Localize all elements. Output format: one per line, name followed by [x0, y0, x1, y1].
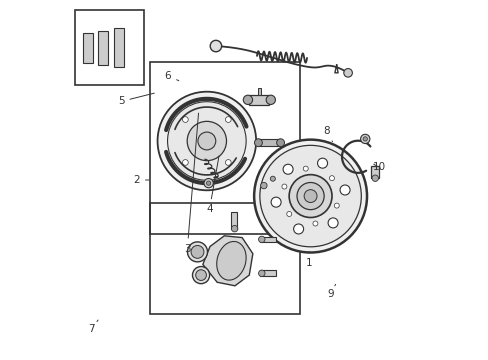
- Circle shape: [258, 270, 264, 276]
- Bar: [149, 62, 299, 234]
- Circle shape: [260, 183, 266, 189]
- Bar: [83, 33, 93, 63]
- Circle shape: [334, 203, 339, 208]
- Circle shape: [258, 236, 264, 243]
- Circle shape: [259, 145, 361, 247]
- Circle shape: [283, 164, 292, 174]
- Circle shape: [360, 134, 369, 144]
- Text: 8: 8: [323, 126, 332, 142]
- Text: 10: 10: [372, 162, 386, 172]
- Bar: [231, 212, 237, 229]
- Circle shape: [304, 190, 316, 203]
- Ellipse shape: [216, 242, 245, 280]
- Circle shape: [182, 159, 188, 165]
- Text: 9: 9: [327, 284, 335, 298]
- Text: 5: 5: [118, 93, 154, 107]
- Polygon shape: [203, 236, 252, 286]
- Bar: [98, 31, 108, 65]
- Circle shape: [270, 176, 275, 181]
- Circle shape: [191, 246, 203, 258]
- Circle shape: [371, 175, 378, 181]
- Circle shape: [276, 139, 284, 147]
- Circle shape: [157, 92, 256, 190]
- Text: 1: 1: [305, 251, 311, 268]
- Circle shape: [303, 166, 307, 171]
- Circle shape: [203, 179, 213, 188]
- Circle shape: [312, 221, 317, 226]
- Bar: [258, 139, 279, 146]
- Circle shape: [288, 175, 331, 217]
- Circle shape: [293, 224, 303, 234]
- Circle shape: [187, 121, 226, 161]
- Bar: [75, 10, 144, 85]
- Circle shape: [198, 132, 215, 150]
- Bar: [114, 28, 124, 67]
- Circle shape: [281, 184, 286, 189]
- Circle shape: [270, 197, 281, 207]
- Bar: [370, 166, 378, 178]
- Text: 2: 2: [133, 175, 148, 185]
- Bar: [260, 270, 276, 276]
- Bar: [149, 203, 299, 314]
- Circle shape: [343, 68, 352, 77]
- Circle shape: [254, 139, 262, 147]
- Circle shape: [327, 218, 337, 228]
- Circle shape: [254, 140, 366, 252]
- Text: 3: 3: [183, 113, 198, 253]
- Circle shape: [192, 266, 209, 284]
- Text: 4: 4: [206, 156, 219, 214]
- Circle shape: [210, 40, 221, 52]
- Circle shape: [225, 159, 231, 165]
- Circle shape: [206, 181, 210, 185]
- Bar: [257, 88, 261, 95]
- Circle shape: [225, 117, 231, 122]
- Circle shape: [317, 158, 327, 168]
- Circle shape: [187, 242, 207, 262]
- Bar: [249, 95, 269, 105]
- Circle shape: [167, 102, 245, 180]
- Text: 6: 6: [164, 71, 179, 81]
- Circle shape: [182, 117, 188, 122]
- Circle shape: [296, 183, 324, 210]
- Circle shape: [195, 270, 206, 280]
- Circle shape: [286, 211, 291, 216]
- Circle shape: [329, 176, 334, 181]
- Text: 7: 7: [88, 320, 98, 334]
- Circle shape: [231, 225, 237, 232]
- Circle shape: [243, 95, 252, 104]
- Circle shape: [363, 137, 366, 141]
- Circle shape: [265, 95, 275, 104]
- Bar: [260, 237, 276, 242]
- Circle shape: [339, 185, 349, 195]
